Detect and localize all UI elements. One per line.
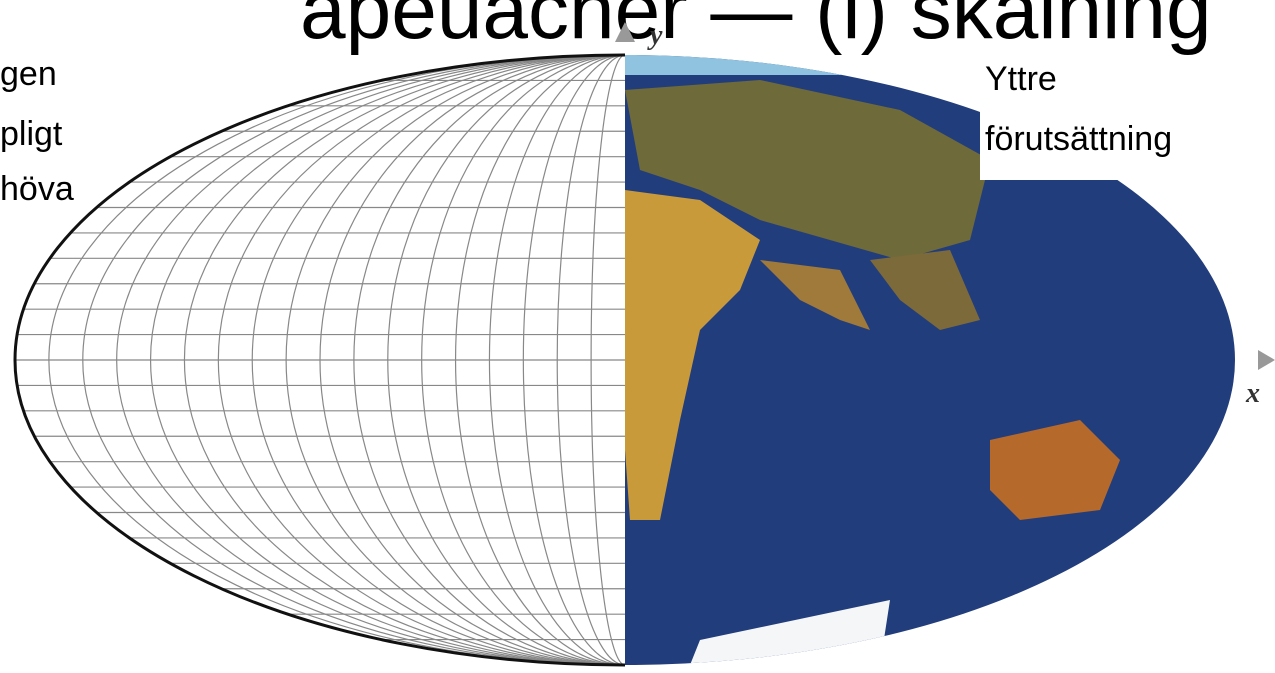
- left-text-line: höva: [0, 170, 74, 208]
- slide: apeuacher — (i) skalning gen pligt höva …: [0, 0, 1275, 673]
- x-axis-label: x: [1245, 378, 1260, 409]
- left-text-line: gen: [0, 55, 57, 93]
- projection-grid: [0, 0, 625, 673]
- right-text-line: förutsättning: [985, 120, 1172, 158]
- y-axis-label: y: [647, 20, 663, 51]
- right-text-line: Yttre: [985, 60, 1057, 98]
- left-text-line: pligt: [0, 115, 63, 153]
- slide-title: apeuacher — (i) skalning: [300, 0, 1212, 56]
- x-axis-arrow: [1258, 350, 1275, 370]
- page: apeuacher — (i) skalning gen pligt höva …: [0, 0, 1275, 673]
